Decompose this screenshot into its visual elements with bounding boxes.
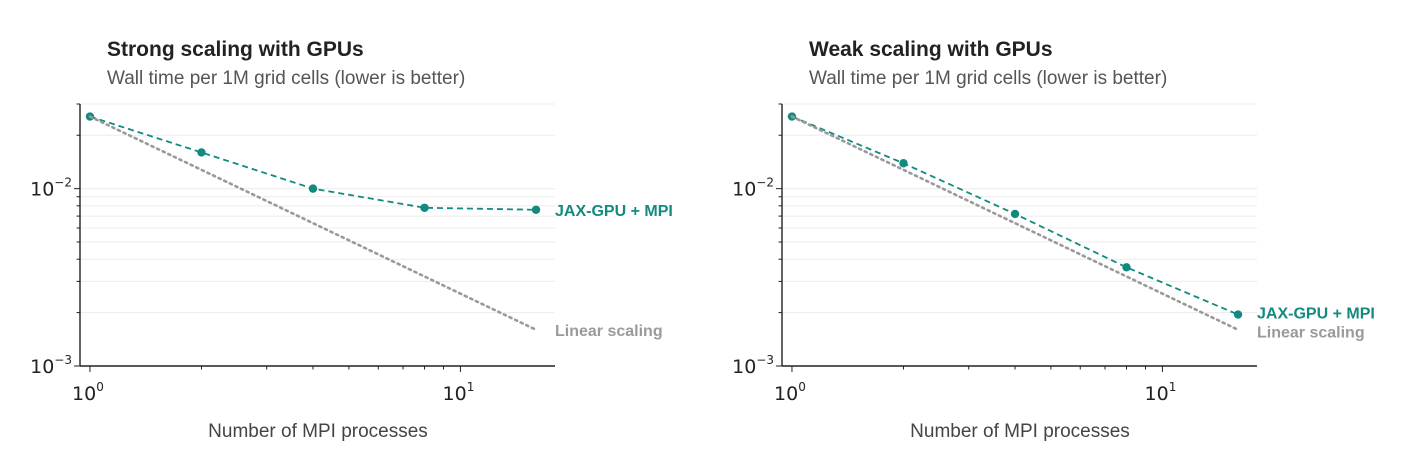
linear-scaling-line xyxy=(790,115,1240,332)
series-label-jax-gpu-mpi: JAX-GPU + MPI xyxy=(1257,306,1375,323)
linear-scaling-line xyxy=(88,115,538,332)
data-point xyxy=(1122,263,1131,272)
tick-label: 10−3 xyxy=(732,353,774,378)
chart-title: Strong scaling with GPUs xyxy=(107,38,364,61)
tick-label: 10−2 xyxy=(732,176,774,201)
linear-scaling-series xyxy=(790,115,1240,332)
tick-label: 100 xyxy=(774,380,806,405)
data-point xyxy=(308,184,318,193)
weak-scaling-chart: Weak scaling with GPUs Wall time per 1M … xyxy=(732,38,1375,442)
jax-gpu-mpi-series xyxy=(787,112,1243,319)
jax-gpu-mpi-series xyxy=(85,112,541,214)
axes xyxy=(781,104,1257,367)
series: JAX-GPU + MPI Linear scaling xyxy=(787,112,1375,342)
x-axis-label: Number of MPI processes xyxy=(208,421,428,442)
tick-label: 10−2 xyxy=(30,176,72,201)
grid xyxy=(782,103,1257,367)
tick-label: 100 xyxy=(72,380,104,405)
series-label-jax-gpu-mpi: JAX-GPU + MPI xyxy=(555,203,673,220)
tick-label: 101 xyxy=(443,380,475,405)
data-point xyxy=(1010,209,1020,219)
series-label-linear-scaling: Linear scaling xyxy=(1257,325,1365,342)
chart-subtitle: Wall time per 1M grid cells (lower is be… xyxy=(809,68,1167,89)
data-point xyxy=(1233,310,1243,319)
x-axis-label: Number of MPI processes xyxy=(910,421,1130,442)
jax-gpu-mpi-line xyxy=(89,115,537,211)
series: JAX-GPU + MPI Linear scaling xyxy=(85,112,673,340)
linear-scaling-series xyxy=(88,115,538,332)
chart-subtitle: Wall time per 1M grid cells (lower is be… xyxy=(107,68,465,89)
data-point xyxy=(420,203,429,212)
strong-scaling-chart: Strong scaling with GPUs Wall time per 1… xyxy=(30,38,673,442)
data-point xyxy=(531,205,541,214)
series-label-linear-scaling: Linear scaling xyxy=(555,323,663,340)
grid xyxy=(80,103,555,367)
chart-title: Weak scaling with GPUs xyxy=(809,38,1053,61)
tick-label: 10−3 xyxy=(30,353,72,378)
data-point xyxy=(899,159,908,168)
data-point xyxy=(197,148,206,157)
tick-label: 101 xyxy=(1145,380,1177,405)
axes xyxy=(79,104,555,367)
